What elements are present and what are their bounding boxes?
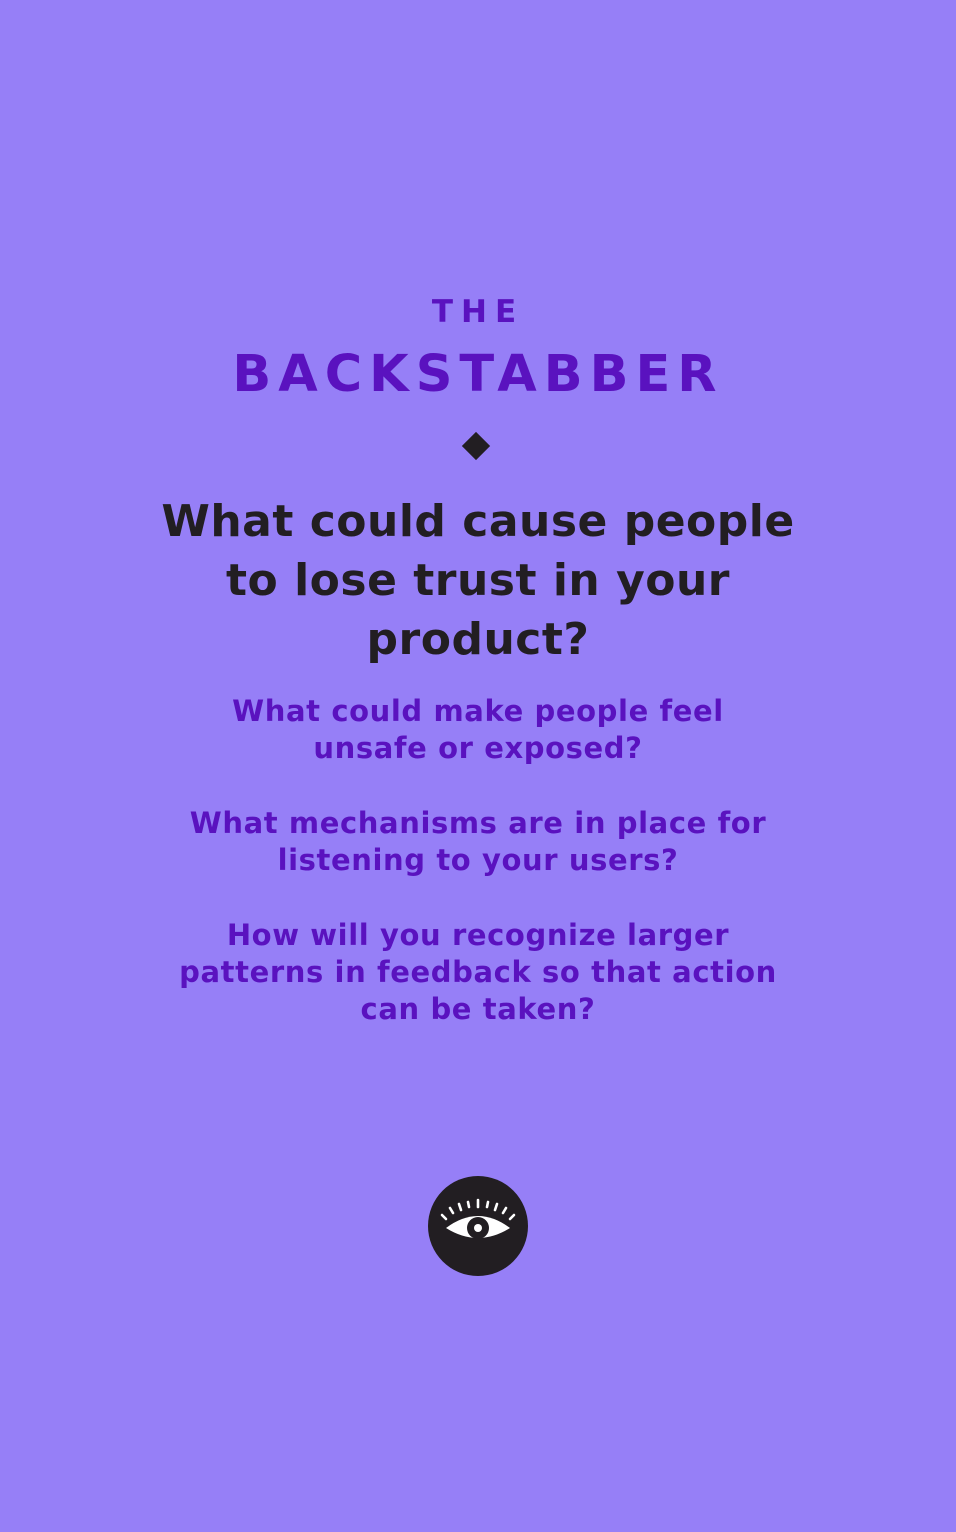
eye-badge [428, 1176, 528, 1276]
sub-question: How will you recognize larger patterns i… [179, 918, 777, 1026]
diamond-divider [461, 431, 491, 461]
sub-question: What could make people feel unsafe or ex… [232, 694, 724, 765]
card-title: BACKSTABBER [232, 345, 724, 404]
sub-question: What mechanisms are in place for listeni… [189, 806, 767, 877]
sub-question-list: What could make people feel unsafe or ex… [170, 693, 786, 1066]
eye-icon [440, 1198, 516, 1239]
card-eyebrow: THE [431, 294, 525, 330]
main-question: What could cause people to lose trust in… [161, 496, 795, 665]
